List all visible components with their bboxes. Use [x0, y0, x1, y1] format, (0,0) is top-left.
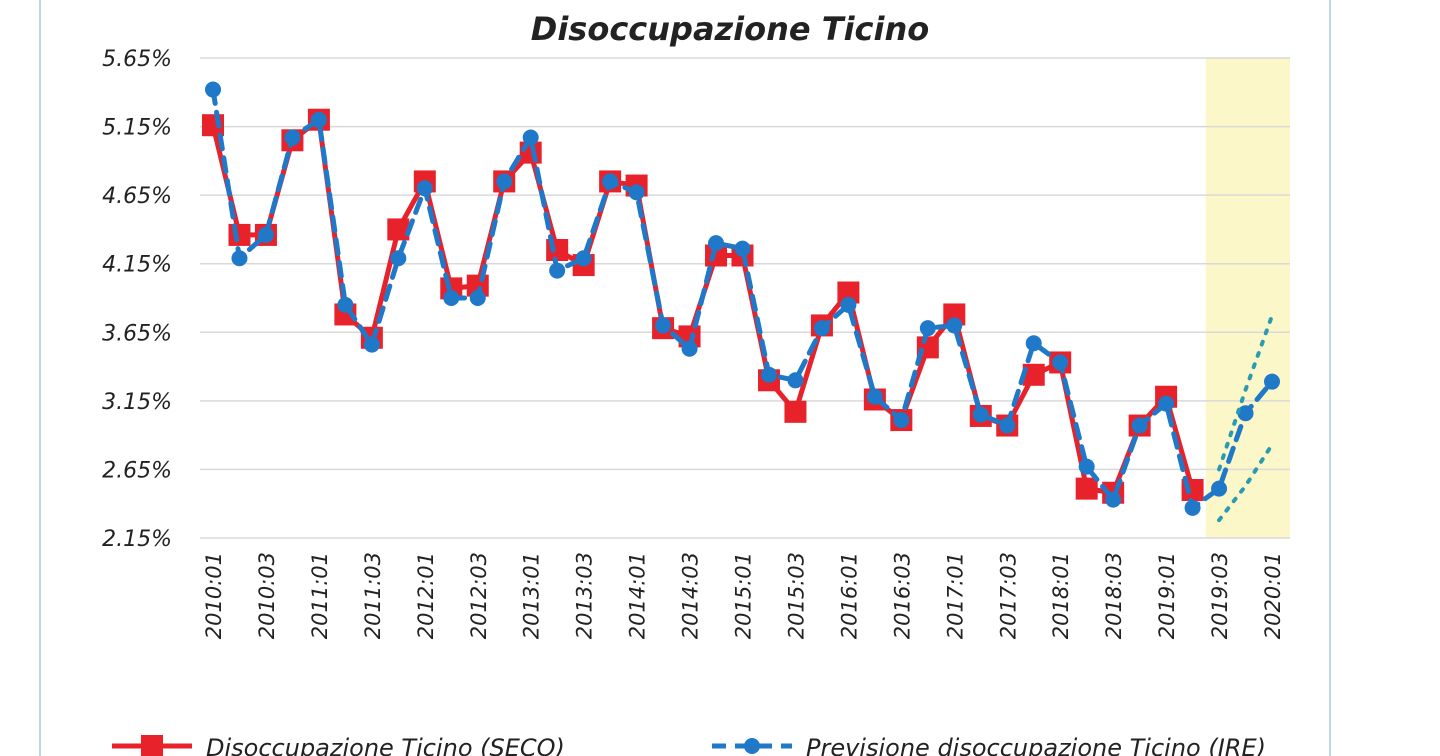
data-point [1052, 354, 1069, 371]
data-point [1264, 373, 1280, 390]
data-point [469, 290, 486, 306]
data-point [681, 340, 698, 357]
x-tick-label: 2017:03 [996, 552, 1020, 639]
data-point [866, 388, 883, 405]
x-tick-label: 2010:01 [202, 552, 226, 639]
data-point [893, 412, 910, 429]
x-tick-label: 2018:01 [1049, 552, 1073, 639]
legend-label: Disoccupazione Ticino (SECO) [206, 734, 565, 756]
x-tick-label: 2018:03 [1102, 552, 1126, 639]
data-point [708, 235, 725, 252]
data-point [840, 296, 857, 313]
data-point [602, 173, 619, 190]
data-point [575, 250, 592, 267]
data-point [549, 262, 566, 279]
data-point [284, 129, 301, 146]
data-point [784, 400, 807, 423]
x-tick-label: 2014:03 [679, 552, 703, 639]
data-point [655, 317, 672, 334]
data-point [999, 417, 1016, 434]
data-point [628, 184, 645, 201]
data-point [257, 226, 274, 243]
data-point [522, 129, 539, 146]
x-tick-label: 2016:03 [890, 552, 914, 639]
data-point [1158, 395, 1175, 412]
chart-title: Disoccupazione Ticino [531, 10, 929, 48]
legend-label: Previsione disoccupazione Ticino (IRE) [806, 734, 1266, 756]
x-tick-label: 2019:03 [1208, 552, 1232, 639]
legend-marker [744, 738, 760, 754]
data-point [205, 81, 221, 98]
data-point [1025, 335, 1042, 352]
data-point [337, 296, 354, 313]
y-tick-label: 5.15% [102, 116, 172, 141]
data-point [231, 250, 248, 267]
x-tick-label: 2011:03 [361, 552, 385, 639]
series-line [1217, 313, 1274, 472]
y-tick-label: 3.65% [102, 321, 172, 346]
series-line [210, 117, 1196, 496]
data-point [1075, 477, 1098, 500]
x-tick-label: 2017:01 [943, 552, 967, 639]
data-point [972, 406, 989, 423]
series-line [210, 87, 1275, 511]
x-tick-label: 2020:01 [1261, 552, 1285, 639]
y-tick-label: 4.15% [102, 253, 172, 278]
forecast-band [1205, 58, 1290, 538]
data-point [734, 240, 751, 257]
y-tick-label: 3.15% [102, 390, 172, 415]
x-tick-label: 2012:01 [414, 552, 438, 639]
data-point [837, 281, 860, 304]
x-tick-label: 2019:01 [1155, 552, 1179, 639]
y-tick-label: 4.65% [102, 184, 172, 209]
data-point [760, 366, 777, 383]
data-point [1105, 491, 1122, 508]
data-point [416, 180, 433, 197]
data-point [363, 336, 380, 353]
data-point [1211, 480, 1228, 497]
data-point [813, 320, 830, 337]
data-point [1237, 405, 1254, 422]
legend-marker [141, 735, 163, 756]
x-tick-label: 2015:03 [784, 552, 808, 639]
x-tick-label: 2013:01 [520, 552, 544, 639]
x-tick-label: 2013:03 [573, 552, 597, 639]
data-point [1078, 458, 1095, 475]
data-point [496, 173, 513, 190]
data-point [310, 111, 327, 128]
x-tick-label: 2010:03 [255, 552, 279, 639]
x-tick-label: 2015:01 [732, 552, 756, 639]
x-tick-label: 2014:01 [626, 552, 650, 639]
data-point [1131, 417, 1148, 434]
series-line [1217, 442, 1274, 523]
data-point [787, 372, 804, 389]
data-point [443, 290, 460, 306]
data-point [228, 223, 251, 246]
data-point [919, 320, 936, 337]
x-tick-label: 2016:01 [837, 552, 861, 639]
data-point [946, 317, 963, 334]
x-tick-label: 2012:03 [467, 552, 491, 639]
data-point [387, 218, 410, 241]
x-tick-label: 2011:01 [308, 552, 332, 639]
data-point [1022, 363, 1045, 386]
y-tick-label: 2.15% [102, 527, 172, 552]
data-point [1184, 499, 1201, 516]
y-tick-label: 5.65% [102, 47, 172, 72]
y-tick-label: 2.65% [102, 458, 172, 483]
data-point [390, 250, 407, 267]
